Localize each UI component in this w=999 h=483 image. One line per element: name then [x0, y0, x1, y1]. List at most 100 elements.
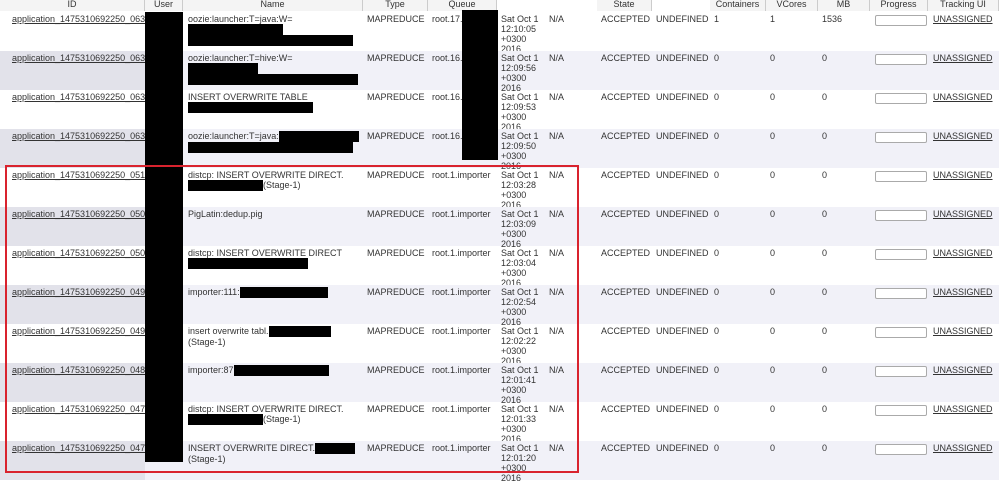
tracking-link[interactable]: UNASSIGNED — [933, 53, 993, 63]
tracking-cell: UNASSIGNED — [933, 365, 993, 375]
name-cell: oozie:launcher:T=hive:W= — [188, 53, 360, 86]
allocated-memory: 0 — [822, 131, 828, 141]
app-id-cell: application_1475310692250_0637 — [12, 14, 150, 24]
allocated-vcores: 0 — [770, 92, 776, 102]
redaction — [278, 131, 359, 143]
redaction — [188, 63, 258, 75]
running-containers: 0 — [714, 326, 720, 336]
tracking-link[interactable]: UNASSIGNED — [933, 365, 993, 375]
tracking-cell: UNASSIGNED — [933, 326, 993, 336]
state: ACCEPTED — [601, 443, 651, 453]
final-status: UNDEFINED — [656, 404, 709, 414]
running-containers: 0 — [714, 170, 720, 180]
tracking-cell: UNASSIGNED — [933, 14, 993, 24]
id-cell-bg — [0, 285, 145, 324]
header-cell: ID — [0, 0, 145, 11]
table-row: application_1475310692250_0479 distcp: IN… — [0, 402, 999, 444]
app-type: MAPREDUCE — [367, 404, 425, 414]
header-cell: User — [145, 0, 183, 11]
tracking-cell: UNASSIGNED — [933, 131, 993, 141]
app-type: MAPREDUCE — [367, 92, 425, 102]
app-type: MAPREDUCE — [367, 170, 425, 180]
app-id-link[interactable]: application_1475310692250_0515 — [12, 170, 151, 180]
tracking-link[interactable]: UNASSIGNED — [933, 326, 993, 336]
running-containers: 0 — [714, 365, 720, 375]
finish-time: N/A — [549, 287, 565, 297]
finish-time: N/A — [549, 365, 565, 375]
app-type: MAPREDUCE — [367, 14, 425, 24]
final-status: UNDEFINED — [656, 53, 709, 63]
app-id-link[interactable]: application_1475310692250_0479 — [12, 404, 151, 414]
progress-bar — [875, 366, 927, 377]
state: ACCEPTED — [601, 326, 651, 336]
app-id-link[interactable]: application_1475310692250_0633 — [12, 131, 151, 141]
start-time: Sat Oct 1 12:03:09 +0300 2016 — [501, 209, 539, 249]
header-cell: State — [597, 0, 652, 11]
name-cell: distcp: INSERT OVERWRITE DIRECT — [188, 248, 360, 270]
name-cell: importer:111: — [188, 287, 360, 299]
tracking-link[interactable]: UNASSIGNED — [933, 287, 993, 297]
finish-time: N/A — [549, 170, 565, 180]
allocated-vcores: 1 — [770, 14, 776, 24]
finish-time: N/A — [549, 53, 565, 63]
tracking-link[interactable]: UNASSIGNED — [933, 170, 993, 180]
allocated-vcores: 0 — [770, 209, 776, 219]
app-type: MAPREDUCE — [367, 365, 425, 375]
queue: root.1.importer — [432, 170, 491, 180]
queue: root.1.importer — [432, 326, 491, 336]
id-cell-bg — [0, 51, 145, 90]
allocated-vcores: 0 — [770, 404, 776, 414]
name-cell: INSERT OVERWRITE TABLE — [188, 92, 360, 114]
tracking-link[interactable]: UNASSIGNED — [933, 92, 993, 102]
redaction — [233, 365, 329, 377]
app-id-link[interactable]: application_1475310692250_0491 — [12, 326, 151, 336]
tracking-link[interactable]: UNASSIGNED — [933, 131, 993, 141]
app-id-link[interactable]: application_1475310692250_0499 — [12, 287, 151, 297]
app-id-cell: application_1475310692250_0636 — [12, 53, 150, 63]
tracking-link[interactable]: UNASSIGNED — [933, 14, 993, 24]
redaction — [188, 414, 263, 426]
app-id-link[interactable]: application_1475310692250_0636 — [12, 53, 151, 63]
app-id-cell: application_1475310692250_0481 — [12, 365, 150, 375]
queue: root.1.importer — [432, 365, 491, 375]
name-text: (Stage-1) — [263, 414, 301, 424]
tracking-link[interactable]: UNASSIGNED — [933, 209, 993, 219]
running-containers: 0 — [714, 287, 720, 297]
finish-time: N/A — [549, 248, 565, 258]
name-text: distcp: INSERT OVERWRITE DIRECT. — [188, 170, 344, 180]
app-id-cell: application_1475310692250_0479 — [12, 404, 150, 414]
header-cell: Containers — [710, 0, 766, 11]
queue: root.16. — [432, 92, 463, 102]
app-id-link[interactable]: application_1475310692250_0634 — [12, 92, 151, 102]
start-time: Sat Oct 1 12:02:54 +0300 2016 — [501, 287, 539, 327]
name-cell: oozie:launcher:T=java:W= — [188, 14, 360, 47]
name-text: INSERT OVERWRITE TABLE — [188, 92, 308, 102]
name-text: importer:111: — [188, 287, 240, 297]
header-cell: VCores — [766, 0, 818, 11]
progress-bar — [875, 54, 927, 65]
app-id-link[interactable]: application_1475310692250_0503 — [12, 248, 151, 258]
name-cell: PigLatin:dedup.pig — [188, 209, 360, 219]
tracking-link[interactable]: UNASSIGNED — [933, 404, 993, 414]
app-id-link[interactable]: application_1475310692250_0637 — [12, 14, 151, 24]
app-id-link[interactable]: application_1475310692250_0505 — [12, 209, 151, 219]
app-id-link[interactable]: application_1475310692250_0476 — [12, 443, 151, 453]
redaction — [243, 102, 313, 114]
name-cell: INSERT OVERWRITE DIRECT.(Stage-1) — [188, 443, 360, 464]
queue: root.1.importer — [432, 209, 491, 219]
tracking-link[interactable]: UNASSIGNED — [933, 248, 993, 258]
table-row: application_1475310692250_0503 distcp: IN… — [0, 246, 999, 288]
finish-time: N/A — [549, 404, 565, 414]
header-cell: Tracking UI — [928, 0, 999, 11]
allocated-memory: 0 — [822, 209, 828, 219]
finish-time: N/A — [549, 14, 565, 24]
running-containers: 1 — [714, 14, 720, 24]
table-row: application_1475310692250_0515 distcp: IN… — [0, 168, 999, 210]
redaction — [188, 24, 283, 36]
redaction — [188, 142, 353, 154]
name-text: INSERT OVERWRITE DIRECT. — [188, 443, 316, 453]
app-id-link[interactable]: application_1475310692250_0481 — [12, 365, 151, 375]
tracking-link[interactable]: UNASSIGNED — [933, 443, 993, 453]
start-time: Sat Oct 1 12:01:41 +0300 2016 — [501, 365, 539, 405]
queue: root.1.importer — [432, 404, 491, 414]
